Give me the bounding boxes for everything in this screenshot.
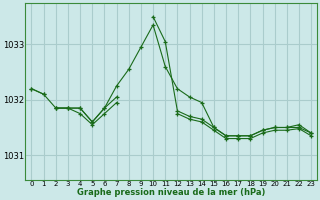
X-axis label: Graphe pression niveau de la mer (hPa): Graphe pression niveau de la mer (hPa) (77, 188, 266, 197)
